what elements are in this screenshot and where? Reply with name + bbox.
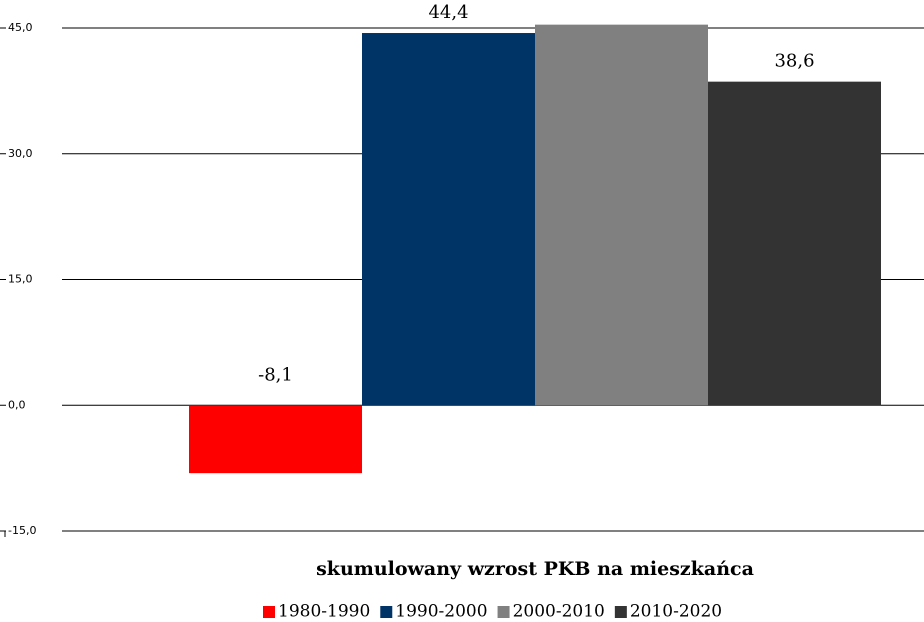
legend-label: 1990-2000 [395,602,487,622]
data-label: -8,1 [258,364,293,385]
legend-swatch [263,606,275,618]
bar [535,24,708,406]
legend-swatch [380,606,393,618]
data-label: 44,4 [428,2,468,23]
y-tick-label: -15,0 [8,524,36,537]
y-tick-label: 45,0 [8,21,33,34]
bar [708,81,881,406]
legend-label: 2000-2010 [513,602,605,622]
legend-swatch [614,606,627,618]
bar [362,33,535,406]
x-axis-title: skumulowany wzrost PKB na mieszkańca [316,558,754,580]
legend-label: 1980-1990 [278,602,370,622]
y-tick-label: 0,0 [8,398,26,411]
y-tick-label: 30,0 [8,147,33,160]
y-tick-label: 15,0 [8,273,33,286]
legend-swatch [497,606,510,618]
data-label: 38,6 [774,51,814,72]
bar [189,405,362,474]
legend-label: 2010-2020 [630,602,722,622]
